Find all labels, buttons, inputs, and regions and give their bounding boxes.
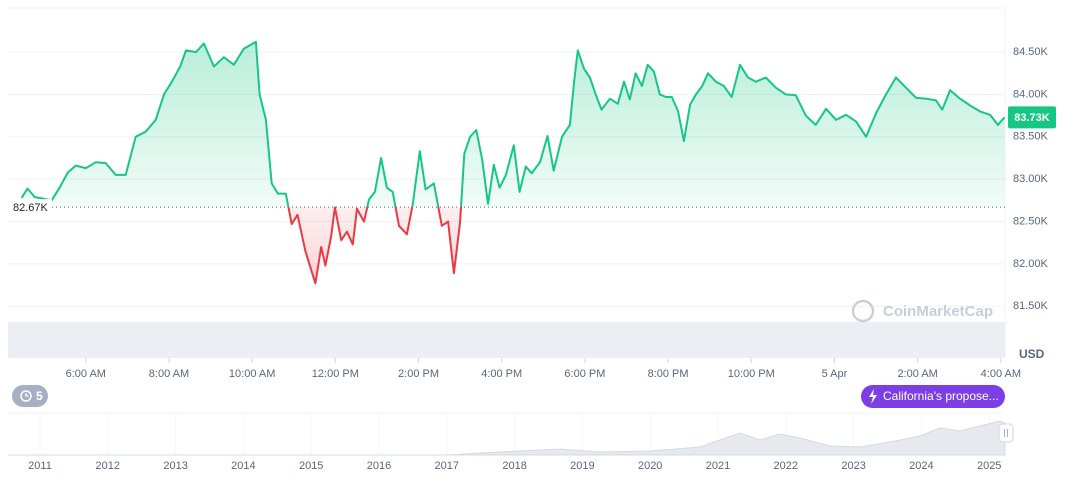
- events-badge-bg[interactable]: [12, 385, 48, 407]
- navigator-handle-grip: [1004, 429, 1008, 437]
- events-badge[interactable]: 5: [12, 385, 48, 407]
- news-badge-bg[interactable]: [861, 385, 1005, 408]
- navigator-year: 2025: [977, 460, 1001, 472]
- navigator-year: 2022: [774, 460, 798, 472]
- navigator: 2011 2012 2013 2014 2015 2016 2017 2018 2019 2020…: [8, 412, 1014, 472]
- volume-area: [8, 322, 1005, 358]
- events-count[interactable]: 5: [36, 389, 43, 403]
- navigator-year: 2017: [435, 460, 459, 472]
- x-tick-label: 2:00 AM: [897, 368, 937, 380]
- y-tick-label: 82.00K: [1013, 258, 1049, 270]
- navigator-year: 2021: [706, 460, 730, 472]
- navigator-year: 2019: [570, 460, 594, 472]
- x-tick-label: 8:00 AM: [149, 368, 189, 380]
- news-icon: [869, 389, 877, 404]
- x-tick-label: 8:00 PM: [648, 368, 689, 380]
- plot: 82.67K 83.73K: [8, 40, 1056, 285]
- last-price-tag: [1008, 106, 1056, 129]
- watermark: CoinMarketCap: [851, 299, 993, 323]
- navigator-year: 2011: [28, 460, 52, 472]
- y-tick-label: 81.50K: [1013, 300, 1049, 312]
- baseline-label-bg: [8, 199, 52, 216]
- navigator-years: 2011 2012 2013 2014 2015 2016 2017 2018 2019 2020…: [28, 413, 1001, 472]
- y-tick-label: 83.50K: [1013, 131, 1049, 143]
- baseline-label: 82.67K: [13, 202, 49, 214]
- events-icon: [20, 390, 32, 402]
- x-tick-label: 4:00 PM: [481, 368, 522, 380]
- navigator-year: 2020: [638, 460, 662, 472]
- news-text[interactable]: California's propose...: [883, 389, 999, 403]
- navigator-year: 2013: [163, 460, 187, 472]
- price-line: [20, 40, 1006, 285]
- news-badge[interactable]: California's propose...: [861, 385, 1005, 408]
- x-axis: 6:00 AM 8:00 AM 10:00 AM 12:00 PM 2:00 PM 4:0…: [66, 358, 1021, 380]
- x-tick-label: 10:00 AM: [229, 368, 275, 380]
- watermark-text: CoinMarketCap: [883, 303, 993, 320]
- x-tick-label: 6:00 PM: [564, 368, 605, 380]
- x-tick-label: 4:00 AM: [981, 368, 1021, 380]
- navigator-year: 2024: [909, 460, 933, 472]
- x-tick-label: 6:00 AM: [66, 368, 106, 380]
- x-tick-label: 5 Apr: [822, 368, 848, 380]
- y-unit: USD: [1019, 347, 1045, 361]
- y-tick-label: 84.00K: [1013, 88, 1049, 100]
- navigator-history: [8, 420, 1006, 456]
- watermark-logo: [851, 299, 875, 323]
- x-tick-label: 10:00 PM: [728, 368, 775, 380]
- price-area: [21, 41, 1005, 284]
- events-icon-hands: [25, 393, 29, 397]
- navigator-year: 2015: [299, 460, 323, 472]
- navigator-year: 2023: [841, 460, 865, 472]
- navigator-handle[interactable]: [998, 423, 1014, 443]
- y-tick-label: 84.50K: [1013, 46, 1049, 58]
- navigator-year: 2012: [96, 460, 120, 472]
- navigator-year: 2014: [231, 460, 255, 472]
- x-tick-label: 12:00 PM: [312, 368, 359, 380]
- navigator-year: 2018: [502, 460, 526, 472]
- y-tick-label: 83.00K: [1013, 173, 1049, 185]
- x-tick-label: 2:00 PM: [398, 368, 439, 380]
- last-price-label: 83.73K: [1014, 112, 1050, 124]
- y-tick-label: 82.50K: [1013, 215, 1049, 227]
- navigator-year: 2016: [367, 460, 391, 472]
